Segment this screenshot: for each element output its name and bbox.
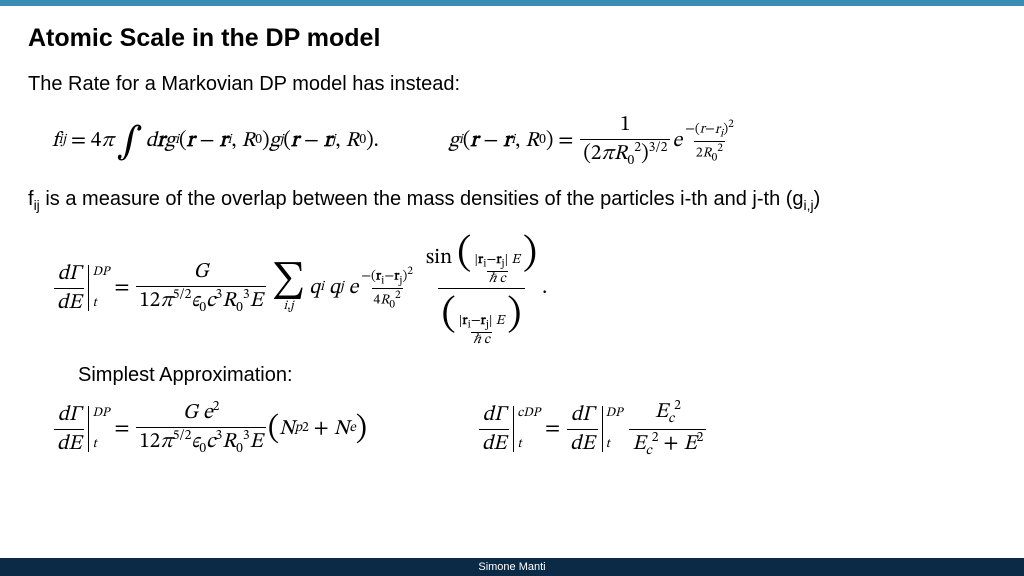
equation-simplest-dp: dΓ dE DPt = G e2 12π5/2ϵ0c3R03E (Np2 + N… [52,400,367,458]
intro-text: The Rate for a Markovian DP model has in… [28,71,996,98]
overlap-text: fij is a measure of the overlap between … [28,186,996,215]
overlap-post: ) [814,188,821,210]
footer-author: Simone Manti [478,561,545,573]
equation-gi-def: gi(r − ri, R0) = 1 (2πR02)3/2 e −(r−ri)2… [449,112,737,170]
equation-cdp-ratio: dΓ dE cDPt = dΓ dE DPt Ec2 Ec2 + E2 [477,399,708,460]
equation-dgamma-dp: dΓ dE DPt = G 12π5/2ϵ0c3R03E ∑i,j qi qj … [52,229,996,348]
approx-label: Simplest Approximation: [78,364,996,387]
footer-bar: Simone Manti [0,558,1024,576]
slide-content: Atomic Scale in the DP model The Rate fo… [0,6,1024,460]
equation-3-4-block: dΓ dE DPt = G e2 12π5/2ϵ0c3R03E (Np2 + N… [52,399,996,460]
equation-fij: fij = 4π ∫ dr gi(r − ri, R0)gj(r − rj, R… [52,118,379,165]
overlap-mid: is a measure of the overlap between the … [40,188,804,210]
gij-sub: i,j [804,197,814,213]
equation-1-block: fij = 4π ∫ dr gi(r − ri, R0)gj(r − rj, R… [52,112,996,170]
equation-2-block: dΓ dE DPt = G 12π5/2ϵ0c3R03E ∑i,j qi qj … [52,229,996,348]
slide-title: Atomic Scale in the DP model [28,24,996,53]
